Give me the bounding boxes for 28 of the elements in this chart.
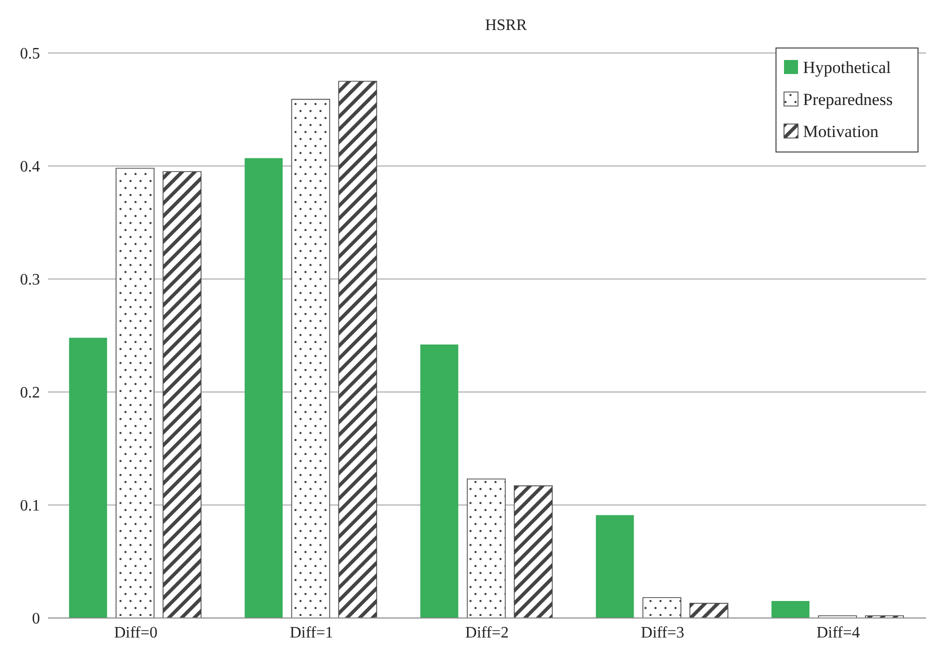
legend-label: Preparedness	[803, 90, 893, 109]
y-tick-label: 0.5	[20, 46, 40, 63]
y-tick-label: 0.2	[20, 384, 40, 402]
bar	[338, 80, 378, 618]
x-tick-label: Diff=1	[290, 624, 334, 642]
y-tick-label: 0	[32, 610, 40, 628]
bar	[116, 168, 154, 618]
legend-label: Hypothetical	[803, 58, 892, 77]
y-tick-label: 0.4	[20, 158, 40, 176]
bar	[771, 601, 810, 618]
bar	[244, 158, 283, 618]
bar	[596, 515, 634, 618]
y-tick-label: 0.3	[20, 272, 40, 289]
bar	[291, 98, 330, 618]
x-tick-label: Diff=3	[640, 624, 684, 642]
y-tick-label: 0.1	[20, 498, 40, 515]
x-tick-label: Diff=0	[114, 624, 158, 642]
chart-title: HSRR	[485, 17, 528, 34]
bar	[162, 171, 202, 618]
bar	[514, 485, 553, 618]
x-tick-label: Diff=2	[465, 624, 509, 642]
bar	[689, 602, 728, 618]
bar	[642, 597, 682, 618]
bar	[420, 344, 458, 618]
x-tick-label: Diff=4	[816, 624, 860, 642]
bar	[466, 478, 506, 618]
legend-label: Motivation	[803, 122, 880, 141]
bar	[69, 338, 108, 618]
